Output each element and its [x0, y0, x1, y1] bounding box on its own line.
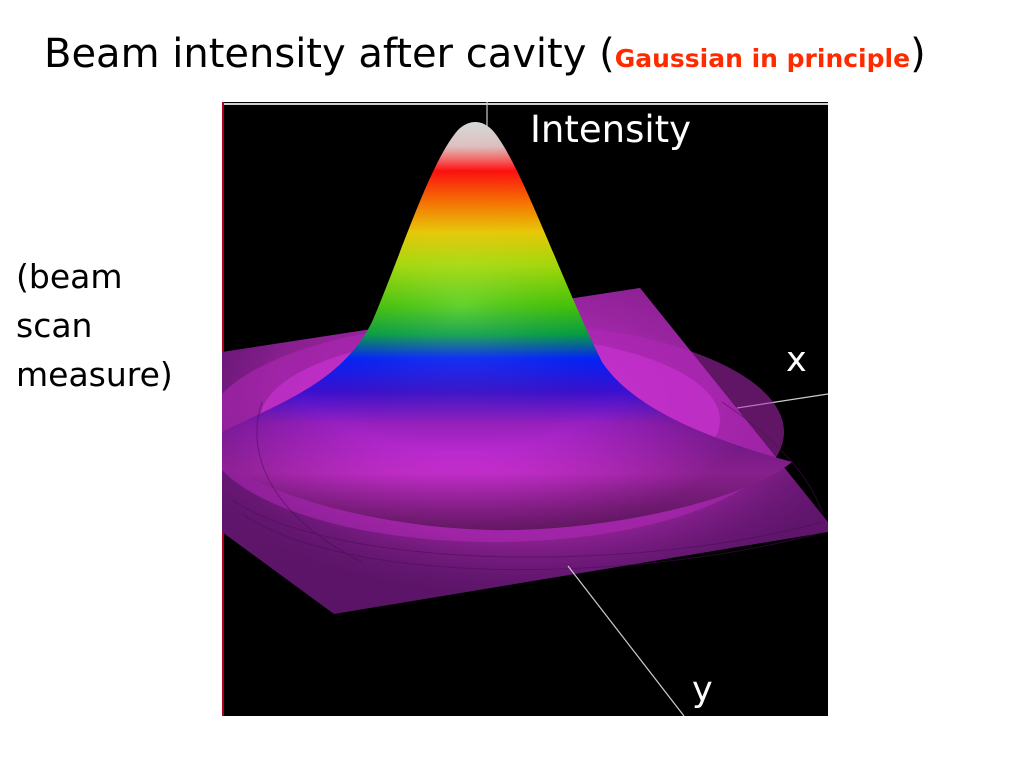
intensity-axis-label: Intensity	[530, 108, 692, 151]
slide-title: Beam intensity after cavity (Gaussian in…	[44, 26, 1014, 87]
side-note-line-2: scan	[16, 306, 93, 345]
side-note-line-1: (beam	[16, 257, 123, 296]
title-close: )	[910, 31, 926, 77]
gaussian-surface-image	[222, 102, 828, 716]
surface-ripples	[231, 401, 825, 571]
y-axis-line	[567, 565, 685, 716]
title-main: Beam intensity after cavity (	[44, 31, 615, 77]
title-highlight: Gaussian in principle	[614, 44, 911, 73]
side-note-line-3: measure)	[16, 355, 173, 394]
x-axis-label: x	[786, 340, 807, 380]
side-note: (beam scan measure)	[16, 252, 216, 399]
y-axis-label: y	[692, 670, 713, 710]
beam-intensity-plot: Intensity x y	[222, 102, 828, 716]
